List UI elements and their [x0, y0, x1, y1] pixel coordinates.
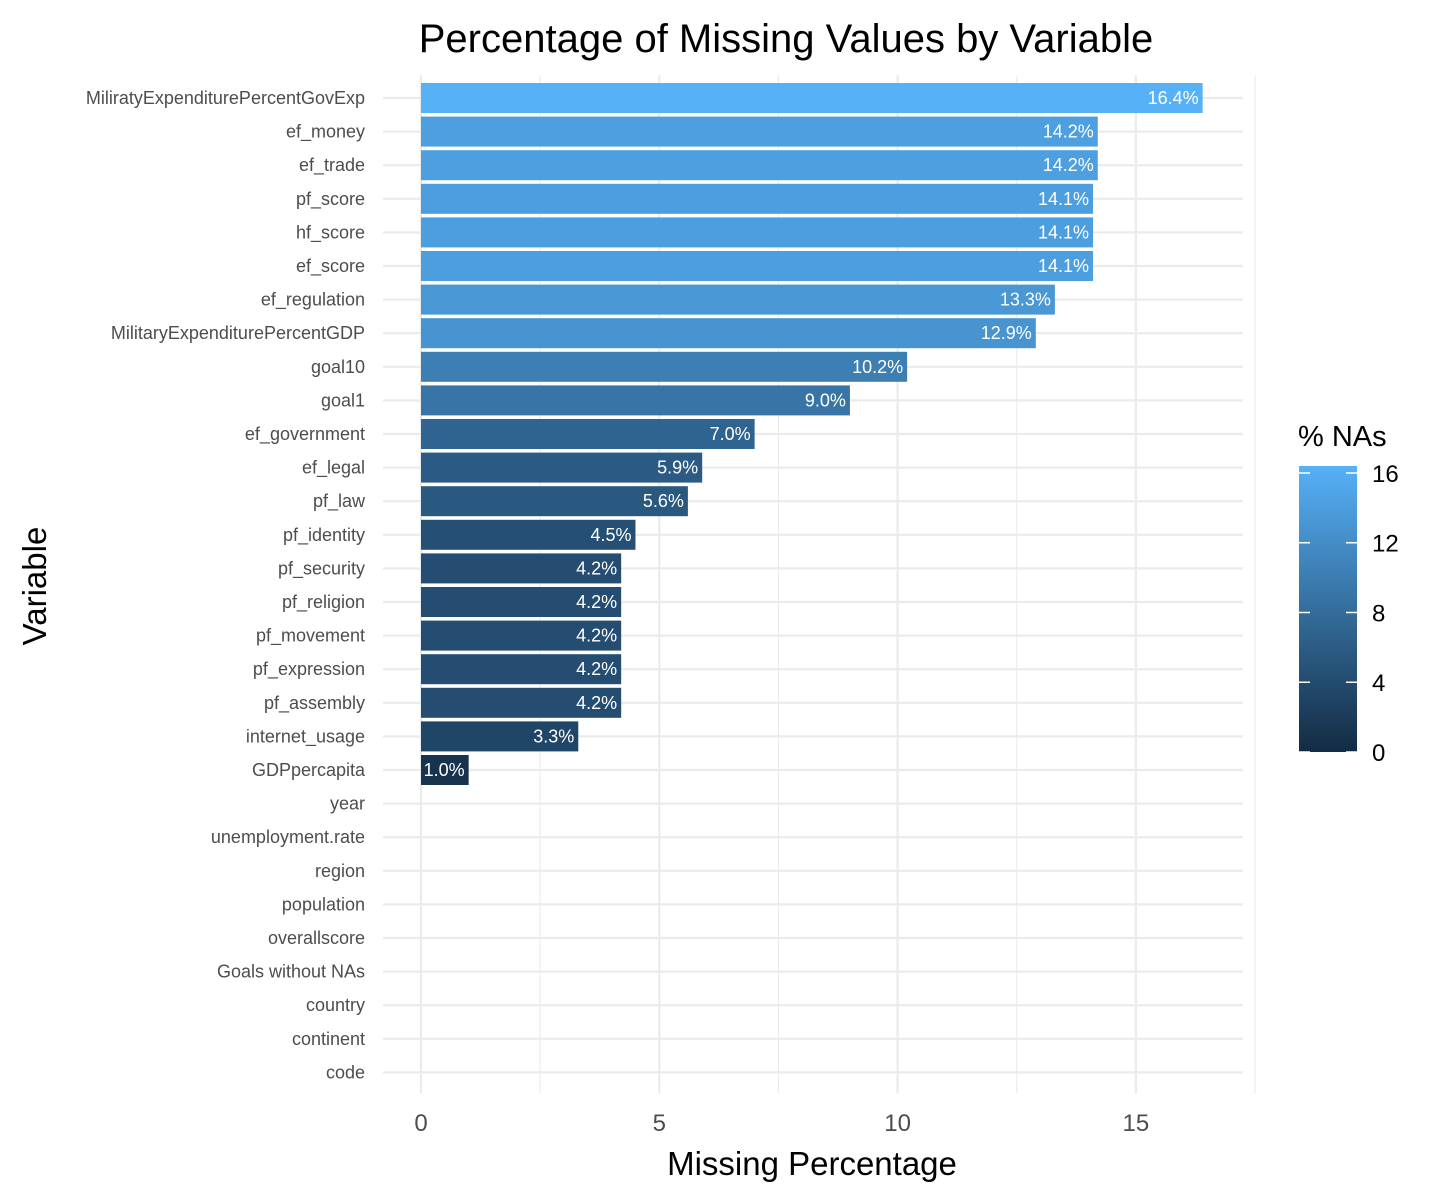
y-tick-label: goal1 — [321, 390, 365, 410]
bar-value-label: 4.2% — [576, 558, 617, 578]
bar-value-label: 9.0% — [805, 390, 846, 410]
y-tick-label: country — [306, 995, 365, 1015]
bar-value-label: 4.2% — [576, 659, 617, 679]
y-tick-label: pf_expression — [253, 659, 365, 680]
y-tick-label: GDPpercapita — [252, 760, 366, 780]
bar — [421, 654, 622, 685]
bar-value-label: 4.2% — [576, 626, 617, 646]
legend-tick-label: 4 — [1372, 670, 1385, 697]
y-tick-label: hf_score — [296, 222, 365, 243]
bars: 16.4% 14.2% 14.2% 14.1% 14.1% 14.1% 13.3% 12.9%… — [421, 83, 1203, 785]
bar-value-label: 12.9% — [981, 323, 1032, 343]
x-axis-title: Missing Percentage — [667, 1145, 957, 1182]
y-tick-label: ef_score — [296, 256, 365, 277]
color-legend: % NAs 0 4 8 12 16 — [1298, 421, 1399, 767]
y-tick-label: ef_money — [286, 122, 365, 143]
bar — [421, 755, 469, 785]
x-tick-label: 5 — [653, 1110, 666, 1137]
bar — [421, 553, 622, 584]
bar-value-label: 7.0% — [710, 424, 751, 444]
bar — [421, 419, 755, 449]
y-tick-label: population — [282, 894, 365, 914]
y-tick-label: ef_trade — [299, 155, 365, 176]
x-tick-label: 10 — [884, 1110, 911, 1137]
bar — [421, 83, 1203, 113]
bar — [421, 687, 622, 718]
bar — [421, 217, 1094, 248]
bar — [421, 318, 1036, 349]
bar-value-label: 1.0% — [424, 760, 465, 780]
bar-value-label: 4.5% — [590, 525, 631, 545]
bar — [421, 519, 636, 550]
legend-title: % NAs — [1298, 421, 1387, 453]
x-tick-label: 15 — [1123, 1110, 1150, 1137]
y-tick-label: pf_law — [313, 491, 366, 512]
bar — [421, 452, 703, 483]
x-axis-tick-labels: 0 5 10 15 — [414, 1110, 1149, 1137]
bar — [421, 721, 579, 752]
bar — [421, 486, 688, 517]
bar — [421, 587, 622, 617]
bar — [421, 351, 908, 382]
y-axis-title: Variable — [16, 527, 53, 646]
y-tick-label: MiliratyExpenditurePercentGovExp — [86, 88, 365, 108]
legend-tick-label: 16 — [1372, 461, 1399, 488]
y-tick-label: ef_government — [245, 424, 365, 445]
y-tick-label: pf_movement — [256, 626, 365, 647]
bar-value-label: 14.2% — [1043, 122, 1094, 142]
bar-value-label: 16.4% — [1148, 88, 1199, 108]
y-tick-label: pf_security — [278, 558, 365, 579]
legend-ticks: 0 4 8 12 16 — [1299, 461, 1399, 767]
legend-tick-label: 12 — [1372, 531, 1399, 558]
y-tick-label: ef_regulation — [261, 290, 365, 311]
y-axis-tick-labels: MiliratyExpenditurePercentGovExp ef_money… — [86, 88, 366, 1082]
y-tick-label: unemployment.rate — [211, 827, 365, 847]
y-tick-label: Goals without NAs — [217, 962, 365, 982]
bar — [421, 385, 850, 416]
bar — [421, 116, 1098, 147]
y-tick-label: MilitaryExpenditurePercentGDP — [111, 323, 365, 343]
y-tick-label: code — [326, 1062, 365, 1082]
y-tick-label: pf_identity — [283, 525, 365, 546]
bar-value-label: 5.6% — [643, 491, 684, 511]
legend-tick-label: 0 — [1372, 740, 1385, 767]
bar-value-label: 14.1% — [1038, 189, 1089, 209]
bar — [421, 284, 1055, 315]
bar — [421, 150, 1098, 181]
y-tick-label: internet_usage — [246, 726, 365, 747]
chart-title: Percentage of Missing Values by Variable — [419, 17, 1153, 61]
legend-colorbar — [1299, 466, 1357, 752]
y-tick-label: region — [315, 861, 365, 881]
bar-value-label: 4.2% — [576, 693, 617, 713]
bar — [421, 183, 1094, 214]
bar-value-label: 13.3% — [1000, 290, 1051, 310]
bar-value-label: 4.2% — [576, 592, 617, 612]
x-tick-label: 0 — [414, 1110, 427, 1137]
y-tick-label: goal10 — [311, 357, 365, 377]
bar-value-label: 3.3% — [533, 726, 574, 746]
y-tick-label: pf_religion — [282, 592, 365, 613]
bar — [421, 251, 1094, 281]
bar — [421, 620, 622, 651]
y-tick-label: pf_assembly — [264, 693, 365, 714]
bar-value-label: 5.9% — [657, 458, 698, 478]
bar-value-label: 14.1% — [1038, 222, 1089, 242]
bar-value-label: 14.2% — [1043, 155, 1094, 175]
y-tick-label: ef_legal — [302, 458, 365, 479]
bar-value-label: 14.1% — [1038, 256, 1089, 276]
y-tick-label: overallscore — [268, 928, 365, 948]
y-tick-label: year — [330, 794, 365, 814]
bar-value-label: 10.2% — [852, 357, 903, 377]
legend-tick-label: 8 — [1372, 600, 1385, 627]
y-tick-label: continent — [292, 1029, 365, 1049]
y-tick-label: pf_score — [296, 189, 365, 210]
